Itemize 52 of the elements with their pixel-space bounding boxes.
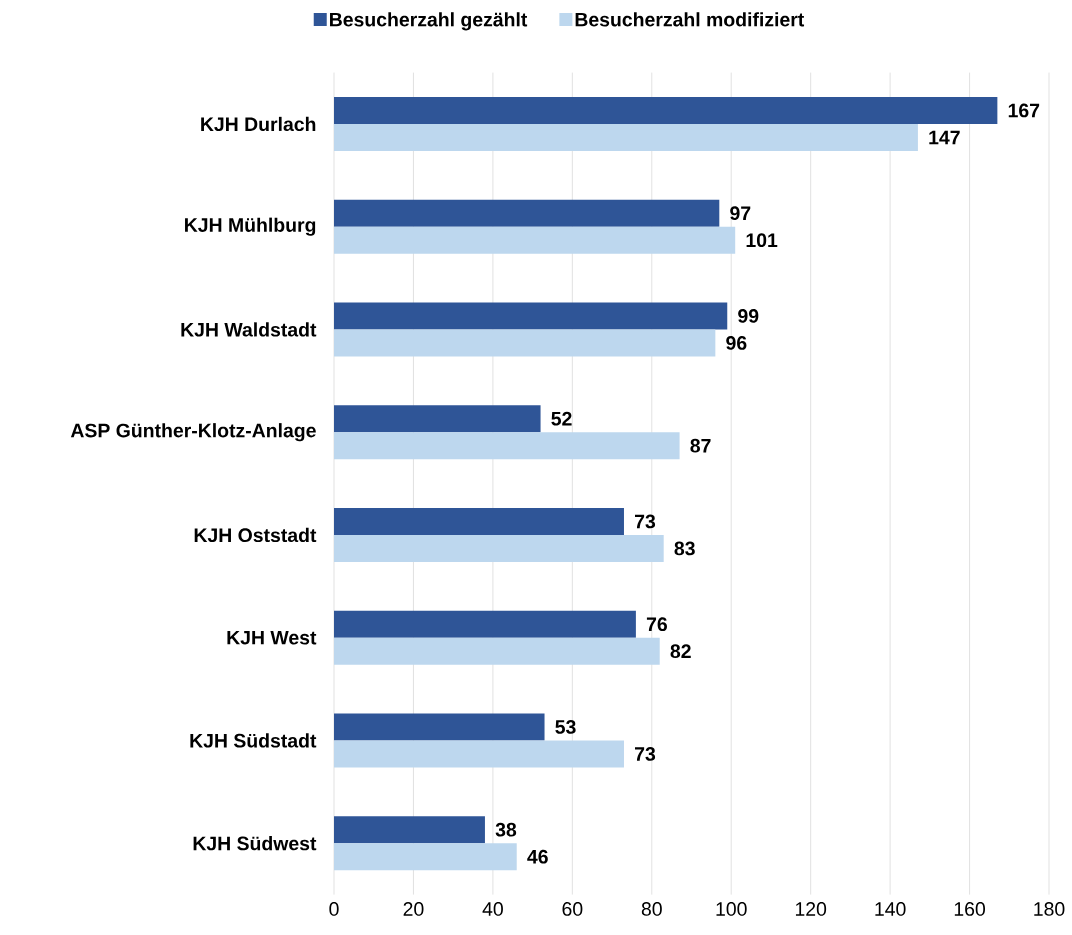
y-tick-label: KJH Mühlburg <box>185 217 316 236</box>
x-tick-label: 140 <box>875 902 906 916</box>
x-tick-label: 40 <box>482 902 503 916</box>
data-label: 147 <box>929 130 960 145</box>
bar <box>334 405 541 433</box>
x-tick-label: 80 <box>641 902 662 916</box>
data-label: 96 <box>726 336 747 350</box>
bar <box>334 816 485 844</box>
bar <box>334 740 624 768</box>
x-tick-label: 160 <box>954 902 986 916</box>
legend-label: Besucherzahl modifiziert <box>575 12 805 27</box>
x-tick-label: 100 <box>716 902 747 916</box>
bar <box>334 226 736 254</box>
data-label: 46 <box>527 849 548 864</box>
data-label: 167 <box>1008 103 1040 118</box>
y-tick-label: KJH Durlach <box>201 116 316 132</box>
x-tick-label: 180 <box>1034 902 1065 916</box>
legend-label: Besucherzahl gezählt <box>330 12 528 31</box>
data-label: 53 <box>555 720 576 734</box>
x-tick-label: 60 <box>562 902 583 916</box>
y-tick-label: KJH Südstadt <box>190 733 317 748</box>
bar <box>334 96 998 124</box>
bar <box>334 610 636 638</box>
data-label: 82 <box>670 644 691 659</box>
bar <box>334 507 624 535</box>
x-tick-label: 120 <box>795 902 827 916</box>
bar <box>334 123 918 151</box>
data-label: 73 <box>635 514 656 529</box>
bar <box>334 713 545 741</box>
y-tick-label: KJH Oststadt <box>194 527 317 543</box>
bar <box>334 843 517 871</box>
data-label: 73 <box>635 747 656 761</box>
bar <box>334 637 660 665</box>
data-label: 87 <box>690 438 711 453</box>
data-label: 97 <box>730 206 751 221</box>
y-tick-label: KJH Waldstadt <box>181 322 317 337</box>
data-label: 101 <box>746 233 778 248</box>
bar <box>334 432 680 460</box>
data-label: 38 <box>495 822 517 837</box>
data-label: 52 <box>551 411 572 426</box>
bar <box>334 534 664 562</box>
bar <box>334 199 720 227</box>
y-tick-label: ASP Günther-Klotz-Anlage <box>70 423 316 442</box>
y-tick-label: KJH Südwest <box>193 836 317 851</box>
bar <box>334 329 716 357</box>
x-tick-label: 20 <box>403 902 424 916</box>
data-label: 99 <box>738 309 759 323</box>
bar <box>334 302 728 330</box>
x-tick-label: 0 <box>329 902 339 916</box>
data-label: 76 <box>646 617 667 632</box>
data-label: 83 <box>674 541 695 556</box>
y-tick-label: KJH West <box>227 630 317 645</box>
